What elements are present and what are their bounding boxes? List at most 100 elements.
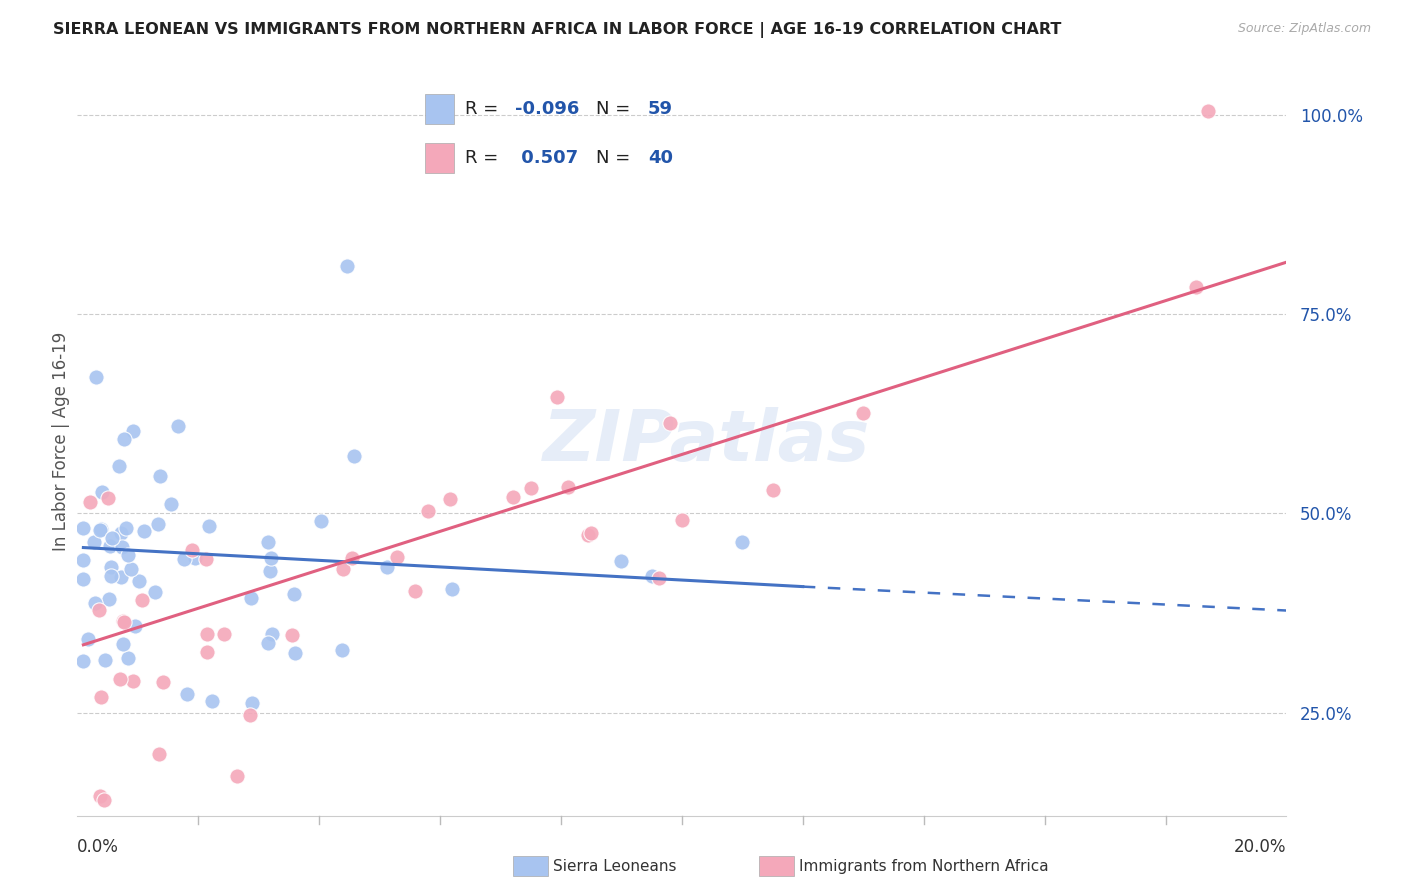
Point <box>283 587 305 601</box>
Point <box>257 535 280 549</box>
Point <box>72 521 94 535</box>
Text: Immigrants from Northern Africa: Immigrants from Northern Africa <box>799 859 1049 873</box>
Text: Sierra Leoneans: Sierra Leoneans <box>553 859 676 873</box>
Point <box>108 458 131 473</box>
Point <box>149 468 172 483</box>
Point <box>641 569 664 583</box>
Point <box>502 490 524 504</box>
Point <box>117 651 139 665</box>
Point <box>441 582 464 597</box>
Point <box>281 628 304 642</box>
Point <box>340 551 363 566</box>
Point <box>226 769 249 783</box>
Point <box>385 549 408 564</box>
Point <box>100 560 122 574</box>
Point <box>257 636 280 650</box>
Point <box>240 591 263 605</box>
Point <box>195 552 218 566</box>
Point <box>79 495 101 509</box>
Point <box>239 707 262 722</box>
Point <box>72 654 94 668</box>
Point <box>146 517 169 532</box>
Point <box>180 543 202 558</box>
Point <box>184 550 207 565</box>
Point <box>581 525 603 540</box>
Text: Source: ZipAtlas.com: Source: ZipAtlas.com <box>1237 22 1371 36</box>
Point <box>648 571 671 585</box>
Text: ZIPatlas: ZIPatlas <box>543 407 870 476</box>
Point <box>176 687 198 701</box>
Point <box>336 259 359 273</box>
Y-axis label: In Labor Force | Age 16-19: In Labor Force | Age 16-19 <box>52 332 70 551</box>
Point <box>330 643 353 657</box>
Point <box>260 551 283 566</box>
Point <box>72 572 94 586</box>
Point <box>1197 103 1219 118</box>
Point <box>659 417 682 431</box>
Point <box>260 627 283 641</box>
Point <box>416 504 439 518</box>
Point <box>124 619 146 633</box>
Point <box>167 418 190 433</box>
Point <box>576 527 599 541</box>
Point <box>375 560 398 574</box>
Point <box>83 596 105 610</box>
Point <box>110 570 132 584</box>
Point <box>731 535 754 549</box>
Point <box>83 534 105 549</box>
Point <box>97 591 120 606</box>
Point <box>852 406 875 420</box>
Point <box>120 561 142 575</box>
Point <box>122 424 145 438</box>
Point <box>100 568 122 582</box>
Point <box>240 696 263 710</box>
Point <box>198 519 221 533</box>
Point <box>131 593 153 607</box>
Point <box>93 653 115 667</box>
Point <box>201 694 224 708</box>
Point <box>112 433 135 447</box>
Point <box>93 793 115 807</box>
Point <box>112 637 135 651</box>
Point <box>671 513 693 527</box>
Point <box>111 540 134 554</box>
Point <box>762 483 785 497</box>
Point <box>128 574 150 589</box>
Point <box>610 554 633 568</box>
Point <box>112 615 135 629</box>
Point <box>197 627 219 641</box>
Point <box>143 585 166 599</box>
Text: 0.0%: 0.0% <box>77 838 120 856</box>
Point <box>132 524 155 538</box>
Point <box>148 747 170 762</box>
Point <box>89 789 111 804</box>
Point <box>117 549 139 563</box>
Point <box>86 370 108 384</box>
Point <box>90 690 112 704</box>
Point <box>111 614 134 628</box>
Point <box>115 521 138 535</box>
Point <box>546 390 568 404</box>
Point <box>311 514 333 528</box>
Point <box>76 632 98 646</box>
Point <box>97 491 120 505</box>
Point <box>195 645 218 659</box>
Point <box>404 584 426 599</box>
Point <box>343 449 366 463</box>
Point <box>90 522 112 536</box>
Text: 20.0%: 20.0% <box>1234 838 1286 856</box>
Point <box>72 553 94 567</box>
Text: SIERRA LEONEAN VS IMMIGRANTS FROM NORTHERN AFRICA IN LABOR FORCE | AGE 16-19 COR: SIERRA LEONEAN VS IMMIGRANTS FROM NORTHE… <box>53 22 1062 38</box>
Point <box>1184 280 1206 294</box>
Point <box>89 524 111 538</box>
Point <box>101 531 124 545</box>
Point <box>108 672 131 686</box>
Point <box>121 674 143 689</box>
Point <box>212 627 235 641</box>
Point <box>173 552 195 566</box>
Point <box>557 480 579 494</box>
Point <box>520 481 543 495</box>
Point <box>152 675 174 690</box>
Point <box>259 564 281 578</box>
Point <box>89 602 111 616</box>
